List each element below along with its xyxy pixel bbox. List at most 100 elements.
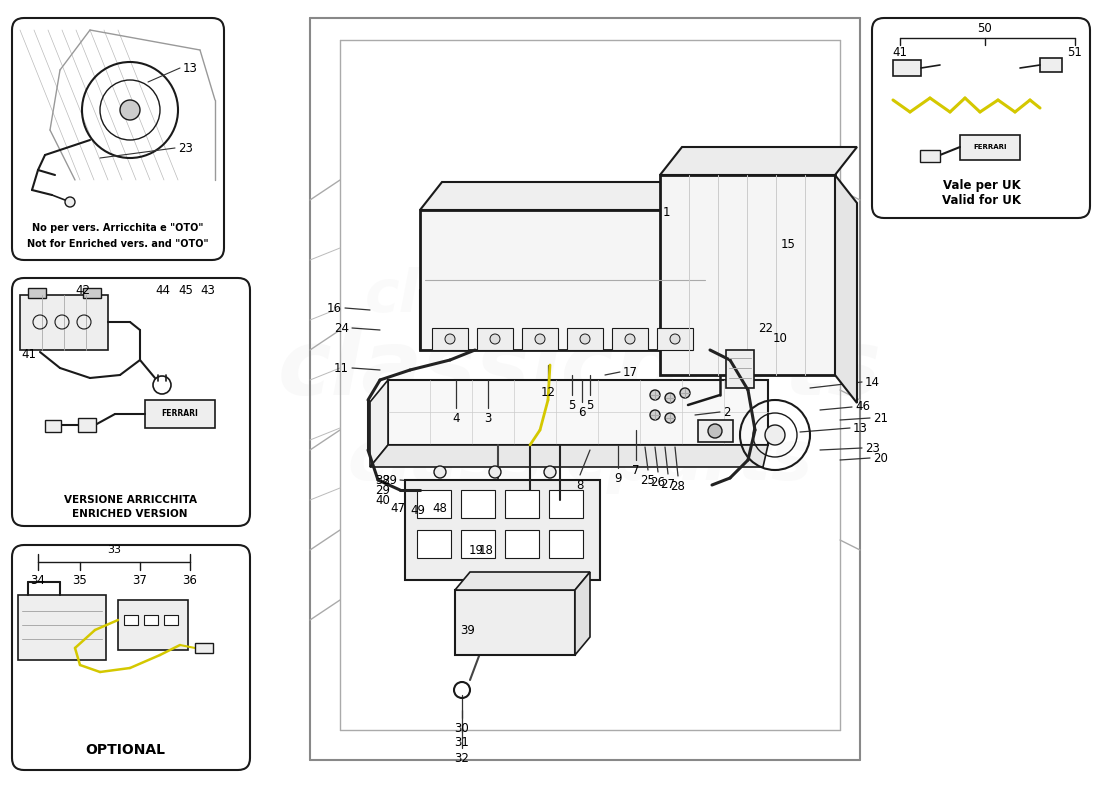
Text: 12: 12 <box>540 386 556 399</box>
Bar <box>522 328 558 350</box>
Text: 42: 42 <box>75 283 90 297</box>
Text: FERRARI: FERRARI <box>974 144 1006 150</box>
Text: 21: 21 <box>873 411 888 425</box>
Text: Valid for UK: Valid for UK <box>943 194 1022 206</box>
FancyBboxPatch shape <box>12 278 250 526</box>
Text: 14: 14 <box>865 375 880 389</box>
Bar <box>45 420 60 432</box>
Text: 22: 22 <box>758 322 773 334</box>
Circle shape <box>446 334 455 344</box>
Bar <box>417 490 451 518</box>
Text: VERSIONE ARRICCHITA: VERSIONE ARRICCHITA <box>64 495 197 505</box>
Circle shape <box>650 390 660 400</box>
Bar <box>118 600 188 650</box>
Bar <box>420 210 710 350</box>
Text: 48: 48 <box>432 502 447 514</box>
FancyBboxPatch shape <box>872 18 1090 218</box>
Bar <box>960 135 1020 160</box>
Text: classicparts: classicparts <box>348 426 813 494</box>
Text: 23: 23 <box>865 442 880 454</box>
Bar <box>18 595 106 660</box>
Text: 3: 3 <box>484 412 492 425</box>
Polygon shape <box>660 147 857 175</box>
Bar <box>195 643 213 653</box>
Bar <box>505 530 539 558</box>
Text: Not for Enriched vers. and "OTO": Not for Enriched vers. and "OTO" <box>28 239 209 249</box>
Bar <box>28 288 46 298</box>
Circle shape <box>535 334 544 344</box>
Circle shape <box>120 100 140 120</box>
Bar <box>405 480 600 580</box>
Circle shape <box>490 334 500 344</box>
Text: 44: 44 <box>155 283 170 297</box>
Text: 31: 31 <box>454 736 470 749</box>
Bar <box>164 615 178 625</box>
Text: 13: 13 <box>183 62 198 74</box>
Text: 8: 8 <box>576 479 584 492</box>
Text: 5: 5 <box>586 399 594 412</box>
Circle shape <box>650 410 660 420</box>
Text: 29: 29 <box>375 483 390 497</box>
Text: 39: 39 <box>461 624 475 637</box>
Circle shape <box>625 334 635 344</box>
Bar <box>657 328 693 350</box>
Text: classicparts: classicparts <box>278 326 882 414</box>
Text: FERRARI: FERRARI <box>162 410 198 418</box>
Bar <box>1040 58 1062 72</box>
Bar <box>566 328 603 350</box>
Text: 45: 45 <box>178 283 192 297</box>
Bar <box>698 420 733 442</box>
Bar <box>461 530 495 558</box>
Circle shape <box>764 425 785 445</box>
Text: 28: 28 <box>671 480 685 493</box>
Text: 37: 37 <box>133 574 147 586</box>
Text: 18: 18 <box>478 544 494 557</box>
Bar <box>461 490 495 518</box>
Text: 40: 40 <box>375 494 390 506</box>
Text: 41: 41 <box>21 349 36 362</box>
Text: 10: 10 <box>773 331 788 345</box>
Bar <box>432 328 468 350</box>
Bar <box>549 530 583 558</box>
Text: 19: 19 <box>469 544 484 557</box>
Text: 35: 35 <box>73 574 87 586</box>
Circle shape <box>434 466 446 478</box>
Text: 17: 17 <box>623 366 638 378</box>
Circle shape <box>544 466 556 478</box>
Bar <box>145 400 214 428</box>
Bar <box>726 350 754 388</box>
Circle shape <box>666 413 675 423</box>
Bar <box>144 615 158 625</box>
Text: 49: 49 <box>410 503 425 517</box>
Text: 24: 24 <box>334 322 349 334</box>
Circle shape <box>65 197 75 207</box>
Text: Vale per UK: Vale per UK <box>943 178 1021 191</box>
Text: 33: 33 <box>107 545 121 555</box>
Text: 29: 29 <box>382 474 397 486</box>
FancyBboxPatch shape <box>12 545 250 770</box>
Bar <box>920 150 940 162</box>
Circle shape <box>666 393 675 403</box>
Text: 1: 1 <box>663 206 671 218</box>
Polygon shape <box>835 175 857 403</box>
FancyBboxPatch shape <box>12 18 224 260</box>
Circle shape <box>580 334 590 344</box>
Text: 6: 6 <box>579 406 585 419</box>
Text: No per vers. Arricchita e "OTO": No per vers. Arricchita e "OTO" <box>32 223 204 233</box>
Text: 5: 5 <box>569 399 575 412</box>
Polygon shape <box>420 182 732 210</box>
Text: 7: 7 <box>632 464 640 477</box>
Text: ENRICHED VERSION: ENRICHED VERSION <box>73 509 188 519</box>
Text: 20: 20 <box>873 451 888 465</box>
Circle shape <box>680 388 690 398</box>
Bar <box>78 418 96 432</box>
Polygon shape <box>455 572 590 590</box>
Circle shape <box>670 334 680 344</box>
Text: 11: 11 <box>334 362 349 374</box>
Text: 16: 16 <box>327 302 342 314</box>
Polygon shape <box>370 445 768 467</box>
Bar <box>477 328 513 350</box>
Bar <box>20 295 108 350</box>
Polygon shape <box>370 380 388 467</box>
Text: 32: 32 <box>454 752 470 765</box>
